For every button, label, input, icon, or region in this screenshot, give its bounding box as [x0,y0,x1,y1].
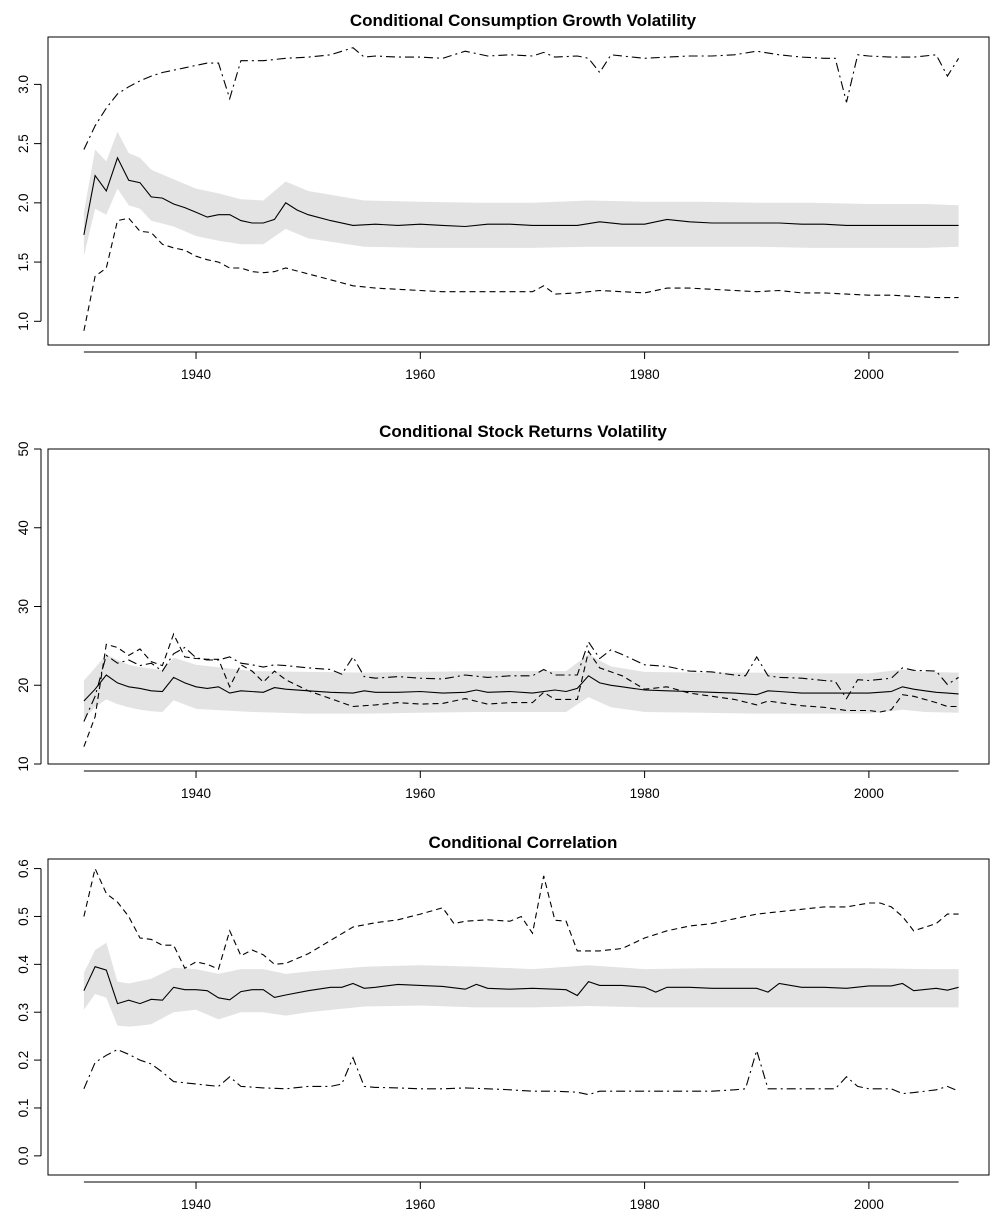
panel-consumption-volatility: Conditional Consumption Growth Volatilit… [16,11,989,382]
x-tick-label: 1980 [630,786,660,801]
y-tick-label: 10 [16,756,31,771]
y-tick-label: 2.5 [16,134,31,153]
chart-title: Conditional Correlation [429,833,618,852]
x-tick-label: 1980 [630,367,660,382]
confidence-band [84,655,959,719]
x-axis: 1940 1960 1980 2000 [84,1182,959,1212]
x-axis: 1940 1960 1980 2000 [84,771,959,801]
x-tick-label: 1960 [405,367,435,382]
y-tick-label: 0.2 [16,1051,31,1070]
y-tick-label: 3.0 [16,75,31,94]
y-axis: 0.0 0.1 0.2 0.3 0.4 0.5 0.6 [16,859,41,1165]
plot-frame [48,859,989,1175]
chart-title: Conditional Consumption Growth Volatilit… [350,11,697,30]
y-tick-label: 30 [16,599,31,614]
x-tick-label: 1940 [181,786,211,801]
x-axis: 1940 1960 1980 2000 [84,352,959,382]
chart-title: Conditional Stock Returns Volatility [379,422,667,441]
y-axis: 10 20 30 40 50 [16,441,41,771]
series-line-dashed [84,869,959,970]
y-tick-label: 2.0 [16,193,31,212]
y-tick-label: 0.4 [16,954,31,973]
y-tick-label: 40 [16,520,31,535]
panel-stock-returns-volatility: Conditional Stock Returns Volatility 194… [16,422,989,801]
y-axis: 1.0 1.5 2.0 2.5 3.0 [16,75,41,331]
confidence-band [84,943,959,1027]
y-tick-label: 0.5 [16,907,31,926]
y-tick-label: 0.6 [16,859,31,878]
series-line-dashdot [84,48,959,150]
y-tick-label: 20 [16,678,31,693]
plot-frame [48,449,989,764]
y-tick-label: 0.1 [16,1099,31,1118]
y-tick-label: 1.5 [16,253,31,272]
x-tick-label: 1980 [630,1197,660,1212]
y-tick-label: 0.3 [16,1003,31,1022]
panel-correlation: Conditional Correlation 1940 1960 1980 2000… [16,833,989,1212]
series-line-dashdot [84,1050,959,1095]
y-tick-label: 50 [16,441,31,456]
x-tick-label: 1960 [405,1197,435,1212]
confidence-band [84,132,959,256]
x-tick-label: 1960 [405,786,435,801]
x-tick-label: 2000 [854,367,884,382]
x-tick-label: 2000 [854,786,884,801]
x-tick-label: 1940 [181,367,211,382]
y-tick-label: 1.0 [16,312,31,331]
y-tick-label: 0.0 [16,1146,31,1165]
x-tick-label: 2000 [854,1197,884,1212]
x-tick-label: 1940 [181,1197,211,1212]
